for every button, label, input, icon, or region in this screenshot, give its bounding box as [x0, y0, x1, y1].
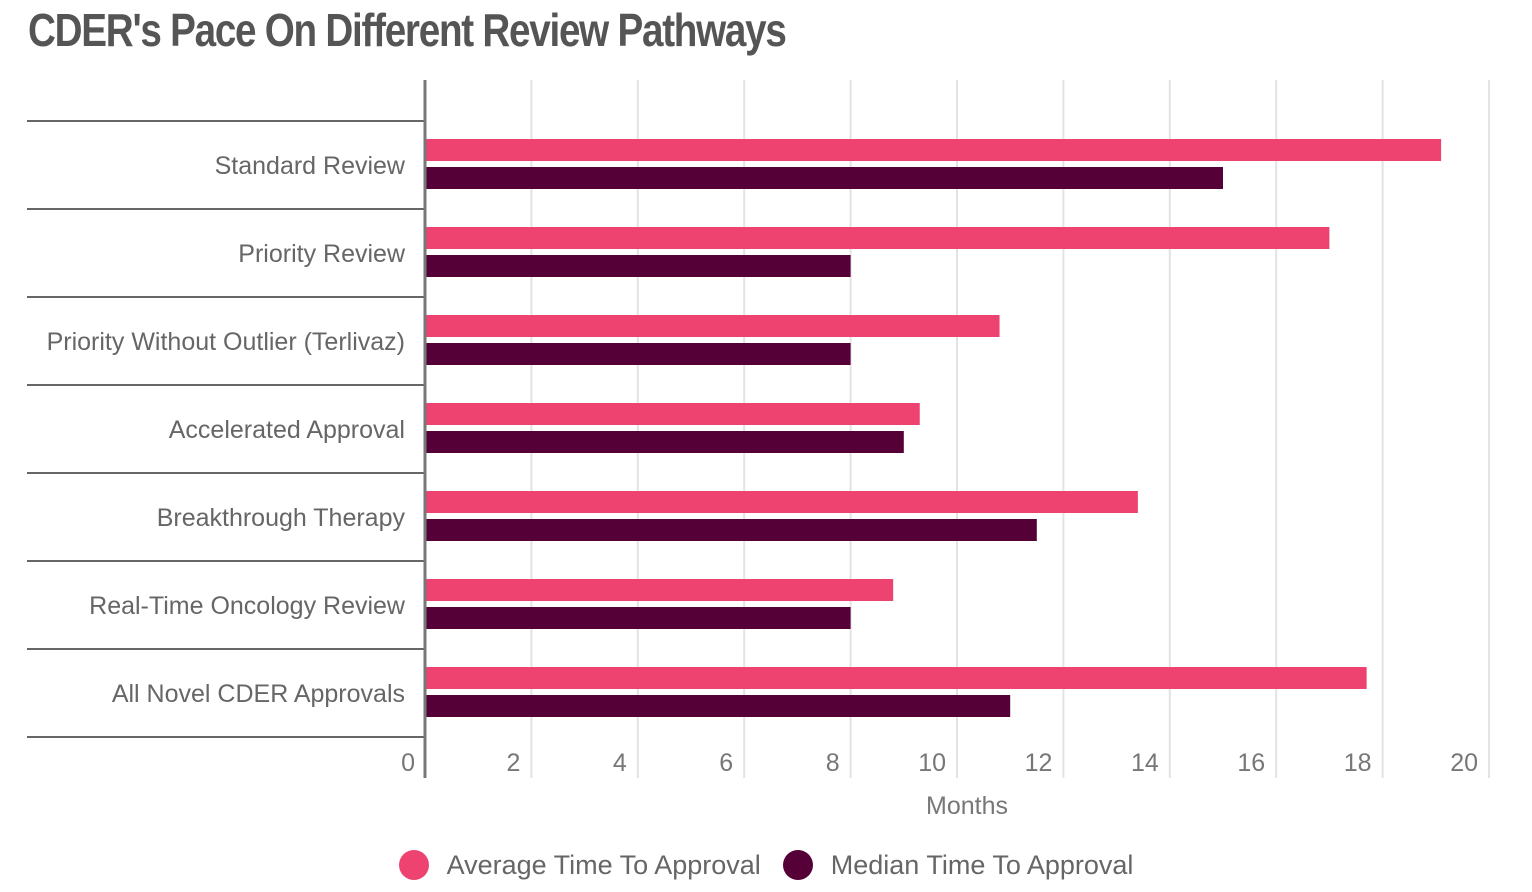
bar-average [425, 491, 1138, 513]
category-label: Priority Review [238, 240, 406, 268]
legend-item-average: Average Time To Approval [398, 849, 761, 881]
x-tick-label: 16 [1237, 749, 1265, 777]
bar-average [425, 315, 1000, 337]
category-label: Real-Time Oncology Review [89, 592, 406, 620]
bar-median [425, 607, 851, 629]
category-label: Priority Without Outlier (Terlivaz) [47, 328, 405, 356]
chart-title: CDER's Pace On Different Review Pathways [28, 4, 787, 56]
bar-median [425, 431, 904, 453]
x-tick-label: 18 [1344, 749, 1372, 777]
bar-average [425, 227, 1330, 249]
x-tick-label: 4 [613, 749, 627, 777]
legend-item-median: Median Time To Approval [782, 849, 1134, 881]
x-tick-label: 2 [506, 749, 520, 777]
x-tick-label: 14 [1131, 749, 1159, 777]
bar-median [425, 255, 851, 277]
x-tick-label: 12 [1025, 749, 1053, 777]
bar-median [425, 695, 1011, 717]
legend-swatch-average [398, 850, 429, 880]
x-tick-label: 10 [918, 749, 946, 777]
category-label: Accelerated Approval [169, 416, 405, 444]
bar-median [425, 343, 851, 365]
bar-average [425, 139, 1442, 161]
x-axis-title: Months [926, 792, 1008, 820]
category-label: Standard Review [215, 152, 406, 180]
bar-average [425, 579, 894, 601]
x-tick-label: 8 [826, 749, 840, 777]
bar-average [425, 667, 1367, 689]
category-label: Breakthrough Therapy [157, 504, 406, 532]
bar-median [425, 167, 1223, 189]
legend: Average Time To Approval Median Time To … [0, 842, 1532, 888]
x-tick-label: 20 [1450, 749, 1478, 777]
x-tick-label: 0 [401, 749, 415, 777]
bar-median [425, 519, 1037, 541]
x-tick-label: 6 [719, 749, 733, 777]
category-label: All Novel CDER Approvals [112, 680, 405, 708]
legend-label-median: Median Time To Approval [830, 849, 1134, 880]
bar-average [425, 403, 920, 425]
legend-label-average: Average Time To Approval [446, 849, 761, 880]
legend-swatch-median [782, 850, 813, 880]
